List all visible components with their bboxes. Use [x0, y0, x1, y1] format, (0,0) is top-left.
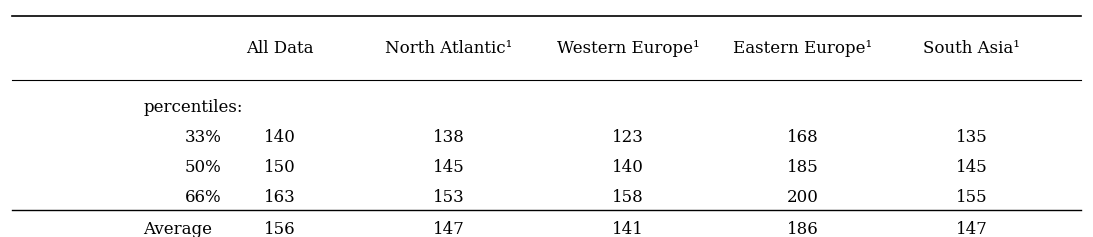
Text: South Asia¹: South Asia¹	[924, 40, 1020, 57]
Text: 150: 150	[263, 159, 295, 176]
Text: 158: 158	[612, 189, 644, 206]
Text: 50%: 50%	[185, 159, 222, 176]
Text: 156: 156	[263, 221, 295, 237]
Text: 200: 200	[787, 189, 819, 206]
Text: 33%: 33%	[185, 129, 222, 146]
Text: 135: 135	[955, 129, 988, 146]
Text: 145: 145	[433, 159, 465, 176]
Text: 140: 140	[612, 159, 644, 176]
Text: 145: 145	[955, 159, 988, 176]
Text: 147: 147	[955, 221, 988, 237]
Text: 185: 185	[787, 159, 819, 176]
Text: 141: 141	[612, 221, 644, 237]
Text: 168: 168	[787, 129, 819, 146]
Text: 147: 147	[433, 221, 465, 237]
Text: 163: 163	[263, 189, 295, 206]
Text: 66%: 66%	[185, 189, 222, 206]
Text: Western Europe¹: Western Europe¹	[557, 40, 700, 57]
Text: 123: 123	[612, 129, 644, 146]
Text: 138: 138	[433, 129, 465, 146]
Text: All Data: All Data	[246, 40, 314, 57]
Text: percentiles:: percentiles:	[143, 99, 243, 116]
Text: 155: 155	[956, 189, 987, 206]
Text: 140: 140	[263, 129, 295, 146]
Text: Eastern Europe¹: Eastern Europe¹	[733, 40, 872, 57]
Text: 153: 153	[433, 189, 465, 206]
Text: 186: 186	[787, 221, 819, 237]
Text: Average: Average	[143, 221, 212, 237]
Text: North Atlantic¹: North Atlantic¹	[385, 40, 512, 57]
